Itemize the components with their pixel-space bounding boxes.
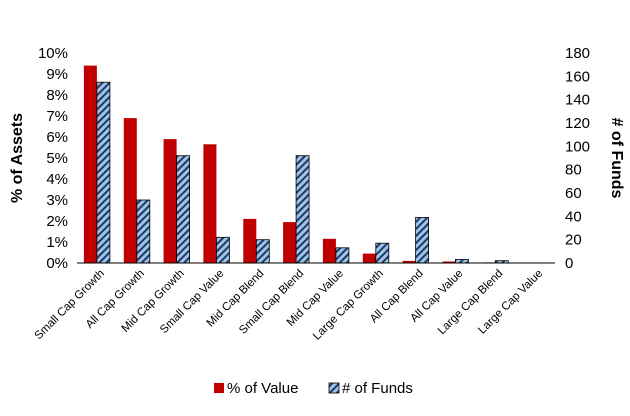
bar-funds-0 [96, 81, 111, 264]
bar-value-4 [243, 218, 257, 263]
bar-value-7 [362, 253, 376, 263]
y2-tick-label: 40 [565, 208, 582, 225]
y-tick-label: 4% [46, 171, 68, 188]
y-tick-label: 9% [46, 66, 68, 83]
bar-funds-5 [295, 155, 310, 264]
bar-value-8 [402, 260, 416, 263]
tick-labels-group: 0% 1% 2% 3% 4% 5% 6% 7% 8% 9% 10% 0 20 40 60 80 100 120 14… [38, 45, 590, 272]
y-tick-label: 1% [46, 234, 68, 251]
y2-tick-label: 60 [565, 185, 582, 202]
bar-value-1 [123, 118, 137, 263]
legend: % of Value # of Funds [214, 380, 413, 397]
bar-funds-2 [176, 155, 191, 264]
y2-tick-label: 140 [565, 92, 590, 109]
y-tick-label: 10% [38, 45, 68, 62]
bar-value-5 [283, 222, 297, 263]
bar-funds-8 [415, 217, 430, 264]
y2-tick-label: 160 [565, 68, 590, 85]
bar-funds-9 [454, 259, 469, 264]
y2-axis-title: # of Funds [608, 118, 625, 199]
legend-swatch-funds [328, 382, 340, 394]
category-label: Small Cap Growth [33, 268, 107, 342]
bars-group [83, 65, 509, 264]
bar-funds-6 [335, 247, 350, 264]
bar-funds-1 [136, 199, 151, 264]
y2-tick-label: 80 [565, 162, 582, 179]
y2-tick-label: 20 [565, 232, 582, 249]
y-tick-label: 8% [46, 87, 68, 104]
bar-funds-3 [215, 236, 230, 264]
legend-label-funds: # of Funds [342, 380, 413, 397]
y-tick-label: 7% [46, 108, 68, 125]
y-tick-label: 3% [46, 192, 68, 209]
legend-label-value: % of Value [227, 380, 298, 397]
y-tick-label: 6% [46, 129, 68, 146]
y-axis-title: % of Assets [9, 113, 26, 203]
bar-value-6 [322, 238, 336, 263]
bar-value-2 [163, 139, 177, 263]
y2-tick-label: 0 [565, 255, 573, 272]
bar-value-3 [203, 144, 217, 263]
y2-tick-label: 120 [565, 115, 590, 132]
bar-value-9 [442, 261, 456, 263]
y-tick-label: 5% [46, 150, 68, 167]
bar-funds-4 [255, 239, 270, 264]
y2-tick-label: 180 [565, 45, 590, 62]
legend-swatch-value [214, 383, 224, 393]
y-tick-label: 0% [46, 255, 68, 272]
bar-funds-7 [375, 242, 390, 264]
category-label: Large Cap Growth [311, 268, 386, 343]
y-tick-label: 2% [46, 213, 68, 230]
y2-tick-label: 100 [565, 138, 590, 155]
bar-value-0 [83, 65, 97, 263]
